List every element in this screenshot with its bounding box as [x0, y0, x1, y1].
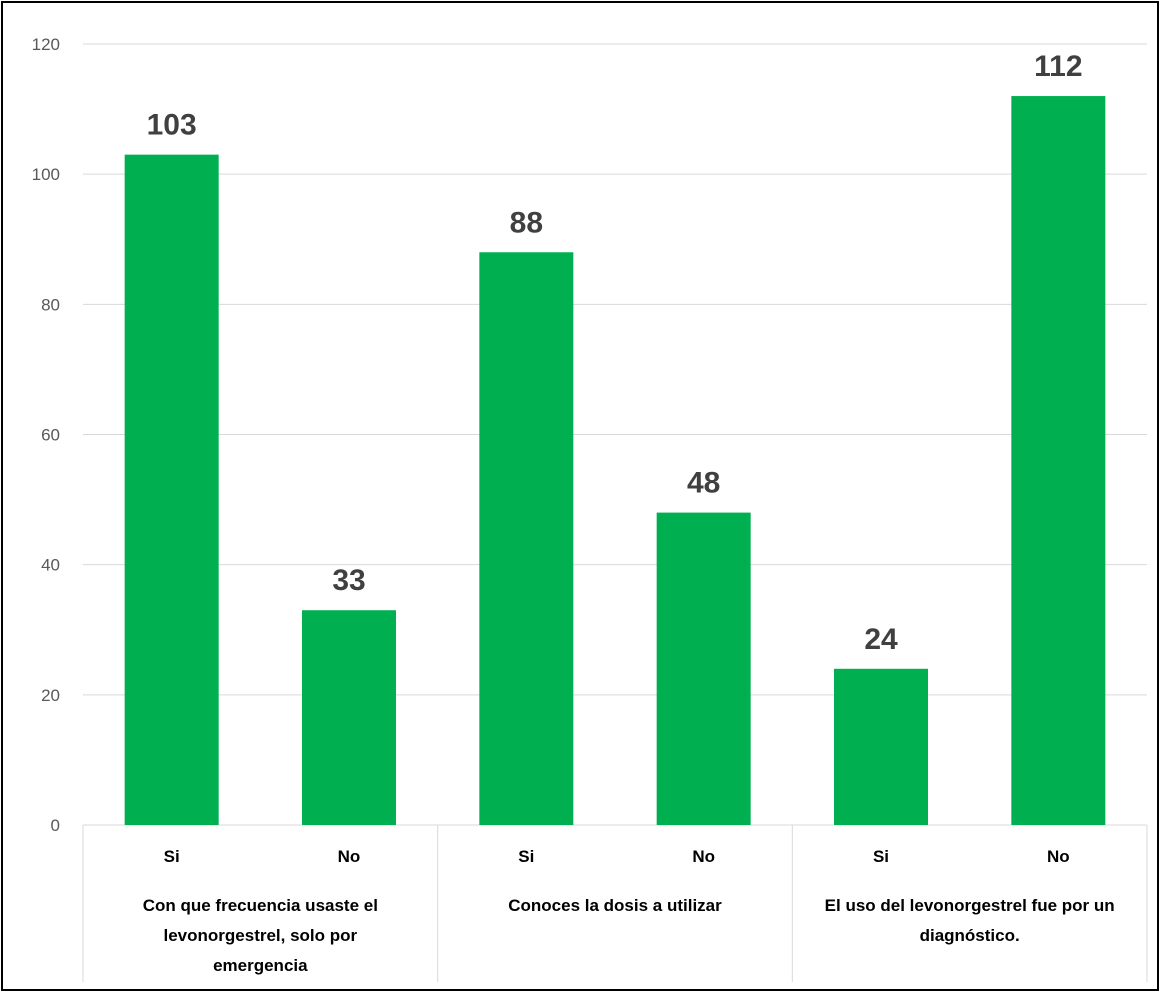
bar	[302, 610, 396, 825]
data-label: 24	[864, 623, 898, 656]
x-category-label: Si	[518, 847, 534, 866]
group-label: Con que frecuencia usaste el	[143, 896, 378, 915]
bar	[479, 252, 574, 825]
data-label: 33	[332, 564, 365, 597]
y-tick-label: 60	[41, 426, 60, 445]
y-tick-label: 0	[51, 816, 60, 835]
data-label: 88	[510, 206, 543, 239]
y-tick-label: 80	[41, 295, 60, 314]
data-label: 112	[1034, 50, 1082, 83]
group-label: diagnóstico.	[920, 926, 1020, 945]
data-label: 103	[147, 109, 197, 142]
bar	[124, 154, 219, 825]
bar	[834, 668, 928, 825]
group-label: Conoces la dosis a utilizar	[508, 896, 722, 915]
x-category-label: Si	[164, 847, 180, 866]
x-category-label: No	[338, 847, 361, 866]
y-tick-label: 20	[41, 686, 60, 705]
data-label: 48	[687, 467, 720, 500]
bar	[1011, 96, 1106, 826]
x-category-label: No	[692, 847, 715, 866]
y-tick-label: 100	[32, 165, 60, 184]
y-tick-label: 120	[32, 35, 60, 54]
x-category-label: Si	[873, 847, 889, 866]
bar	[656, 512, 751, 825]
group-label: emergencia	[213, 956, 308, 975]
x-category-label: No	[1047, 847, 1070, 866]
group-label: levonorgestrel, solo por	[164, 926, 358, 945]
y-tick-label: 40	[41, 556, 60, 575]
group-label: El uso del levonorgestrel fue por un	[825, 896, 1115, 915]
